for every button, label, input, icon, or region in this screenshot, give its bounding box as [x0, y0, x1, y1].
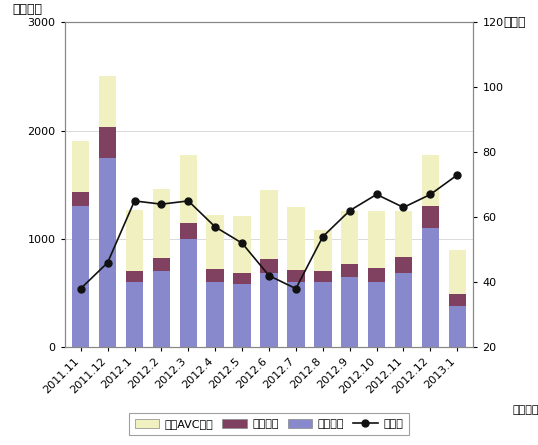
- Bar: [395, 257, 412, 274]
- Bar: [260, 190, 278, 259]
- Bar: [368, 268, 385, 282]
- 前年比: [346, 208, 353, 213]
- Bar: [233, 274, 251, 284]
- Bar: [180, 239, 197, 347]
- Bar: [341, 264, 358, 277]
- 前年比: [373, 192, 380, 197]
- Bar: [260, 274, 278, 347]
- Bar: [449, 306, 466, 347]
- Bar: [341, 277, 358, 347]
- Y-axis label: （％）: （％）: [503, 16, 526, 29]
- Bar: [287, 207, 305, 270]
- Bar: [180, 222, 197, 239]
- Line: 前年比: 前年比: [77, 171, 461, 292]
- Bar: [72, 206, 89, 347]
- Bar: [72, 142, 89, 192]
- Bar: [314, 282, 331, 347]
- 前年比: [427, 192, 434, 197]
- Bar: [422, 206, 439, 228]
- Bar: [99, 127, 116, 158]
- Text: （年・月）: （年・月）: [512, 405, 538, 416]
- Bar: [341, 210, 358, 264]
- 前年比: [293, 286, 299, 291]
- 前年比: [104, 260, 111, 265]
- Bar: [126, 271, 143, 282]
- Bar: [99, 158, 116, 347]
- Bar: [207, 282, 224, 347]
- 前年比: [454, 172, 461, 178]
- Bar: [126, 282, 143, 347]
- Bar: [368, 210, 385, 268]
- 前年比: [158, 202, 165, 207]
- 前年比: [185, 198, 192, 203]
- Bar: [395, 210, 412, 257]
- 前年比: [400, 205, 407, 210]
- 前年比: [131, 198, 138, 203]
- 前年比: [212, 224, 218, 230]
- Bar: [207, 215, 224, 269]
- Bar: [395, 274, 412, 347]
- 前年比: [77, 286, 84, 291]
- Bar: [260, 259, 278, 274]
- Bar: [72, 192, 89, 206]
- 前年比: [239, 240, 245, 246]
- Bar: [287, 282, 305, 347]
- 前年比: [320, 234, 326, 239]
- Bar: [287, 270, 305, 282]
- Bar: [153, 189, 170, 258]
- Bar: [368, 282, 385, 347]
- Bar: [422, 228, 439, 347]
- Bar: [314, 230, 331, 271]
- Bar: [126, 210, 143, 271]
- Bar: [314, 271, 331, 282]
- Bar: [449, 294, 466, 306]
- Legend: カーAVC機器, 音声機器, 映像機器, 前年比: カーAVC機器, 音声機器, 映像機器, 前年比: [129, 413, 409, 435]
- 前年比: [266, 273, 272, 278]
- Bar: [180, 155, 197, 222]
- Bar: [449, 250, 466, 294]
- Bar: [233, 216, 251, 274]
- Bar: [207, 269, 224, 282]
- Bar: [422, 155, 439, 206]
- Bar: [153, 271, 170, 347]
- Y-axis label: （億円）: （億円）: [13, 3, 43, 16]
- Bar: [233, 284, 251, 347]
- Bar: [153, 258, 170, 271]
- Bar: [99, 77, 116, 127]
